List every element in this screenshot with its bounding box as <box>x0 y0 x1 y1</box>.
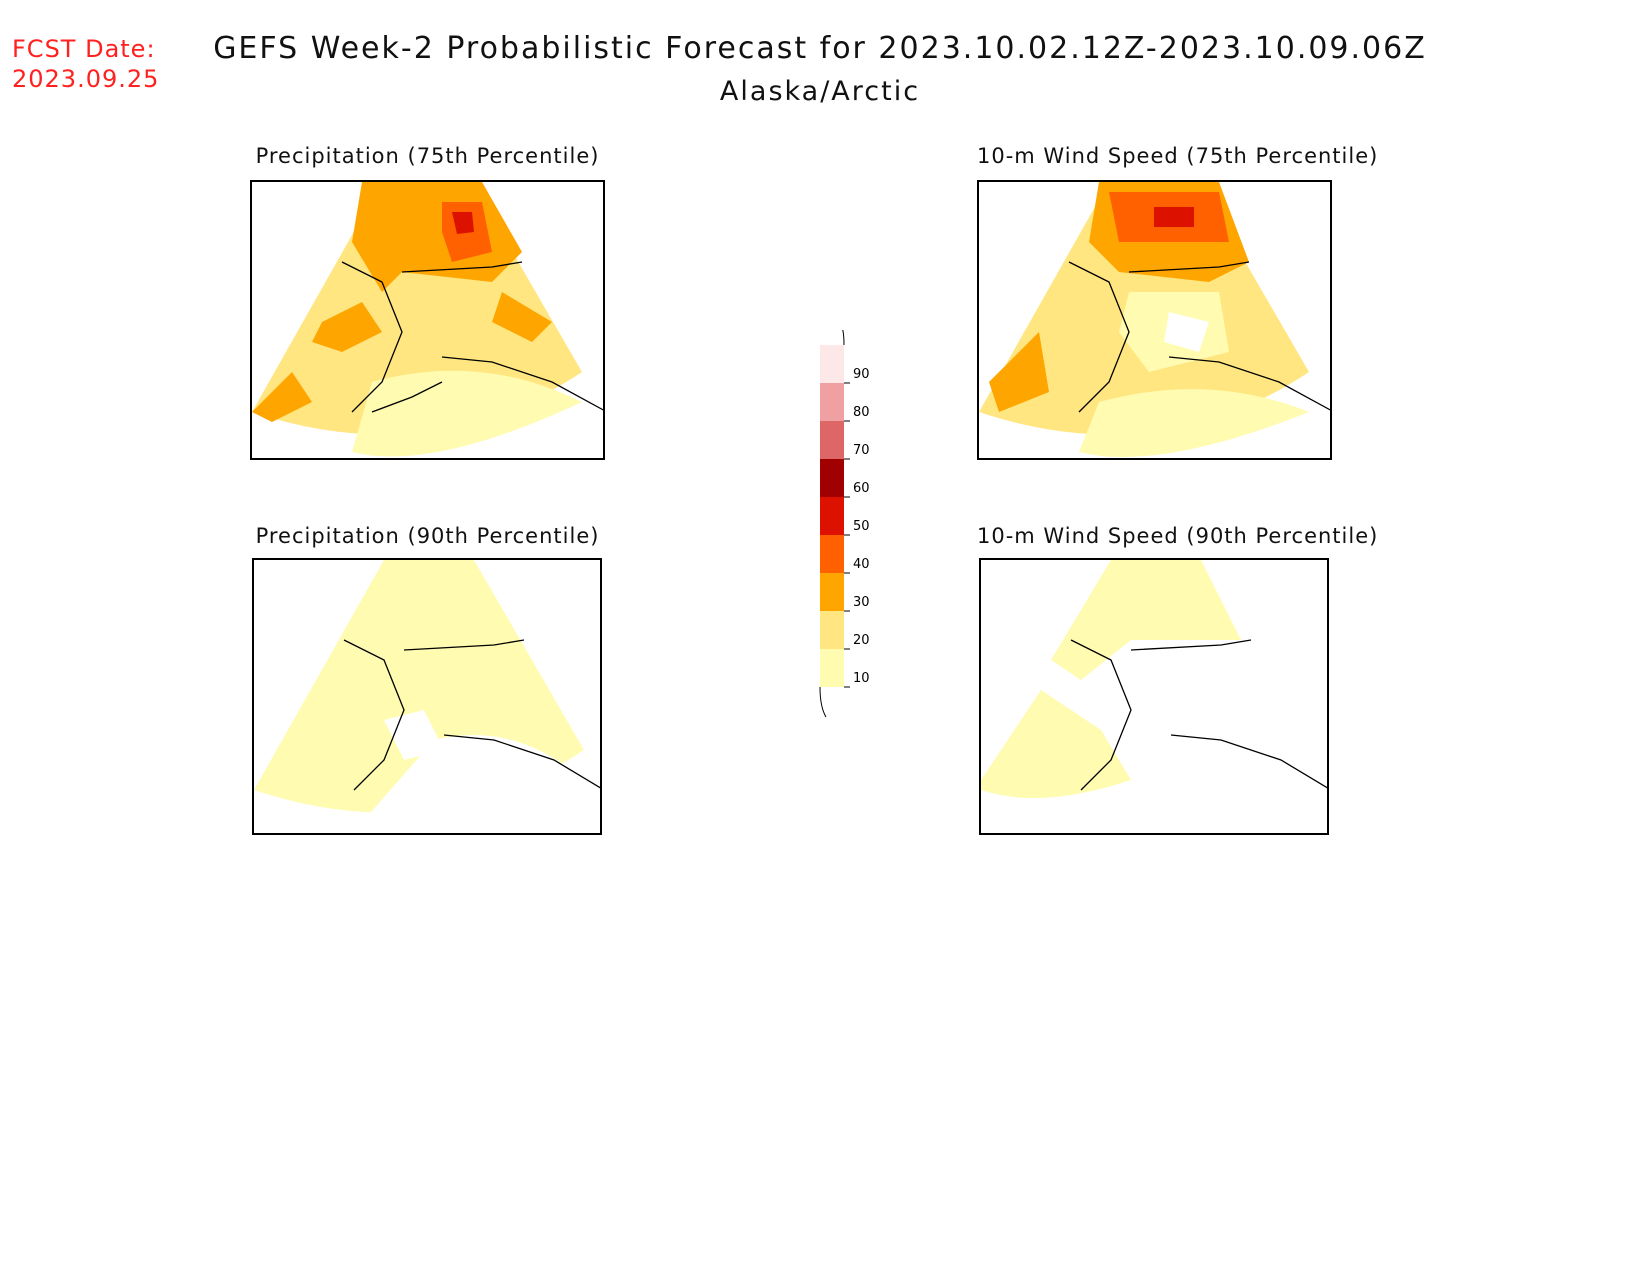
legend-swatch-30 <box>820 573 844 611</box>
legend-swatch-70 <box>820 421 844 459</box>
legend-swatch-40 <box>820 535 844 573</box>
legend-label-10: 10 <box>853 671 870 686</box>
panel-title-precip-90: Precipitation (90th Percentile) <box>255 524 600 548</box>
forecast-date-value: 2023.09.25 <box>12 65 160 93</box>
legend-label-50: 50 <box>853 519 870 534</box>
map-wind-90 <box>979 558 1329 835</box>
legend-swatch-50 <box>820 497 844 535</box>
legend-swatch-90 <box>820 345 844 383</box>
legend-swatch-80 <box>820 383 844 421</box>
panel-title-wind-75: 10-m Wind Speed (75th Percentile) <box>977 144 1379 168</box>
panel-title-precip-75: Precipitation (75th Percentile) <box>255 144 600 168</box>
legend-label-20: 20 <box>853 633 870 648</box>
forecast-date-label: FCST Date: <box>12 35 156 63</box>
legend-label-80: 80 <box>853 405 870 420</box>
map-precip-90 <box>252 558 602 835</box>
legend-label-70: 70 <box>853 443 870 458</box>
legend-swatch-60 <box>820 459 844 497</box>
map-wind-75 <box>977 180 1332 460</box>
legend-swatch-10 <box>820 649 844 687</box>
panel-title-wind-90: 10-m Wind Speed (90th Percentile) <box>977 524 1379 548</box>
main-title: GEFS Week-2 Probabilistic Forecast for 2… <box>213 31 1427 66</box>
legend-swatch-20 <box>820 611 844 649</box>
forecast-date-block: FCST Date: 2023.09.25 <box>12 34 159 94</box>
legend-cap-bottom <box>819 686 827 718</box>
map-precip-75 <box>250 180 605 460</box>
legend-label-90: 90 <box>853 367 870 382</box>
color-legend: 90 80 70 60 50 40 30 20 10 <box>810 326 890 750</box>
legend-cap-top <box>841 326 845 346</box>
region-subtitle: Alaska/Arctic <box>719 76 921 107</box>
legend-label-30: 30 <box>853 595 870 610</box>
legend-colorbar: 90 80 70 60 50 40 30 20 10 <box>819 326 870 718</box>
legend-label-60: 60 <box>853 481 870 496</box>
legend-label-40: 40 <box>853 557 870 572</box>
